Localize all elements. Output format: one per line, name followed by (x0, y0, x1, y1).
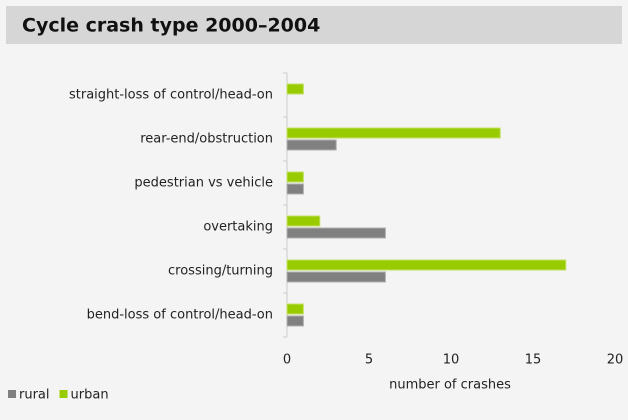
x-tick-label: 15 (525, 353, 542, 368)
bar (286, 215, 321, 227)
x-axis-label: number of crashes (389, 378, 511, 393)
y-tick-label: bend-loss of control/head-on (87, 308, 273, 323)
bar (286, 183, 304, 195)
bar (286, 83, 304, 95)
chart-title: Cycle crash type 2000–2004 (22, 15, 320, 37)
bar (286, 259, 567, 271)
bar (286, 303, 304, 315)
legend-label: rural (19, 388, 50, 403)
legend-swatch (8, 390, 16, 398)
x-tick-label: 5 (365, 353, 373, 368)
y-tick-label: pedestrian vs vehicle (134, 176, 273, 191)
y-tick-label: crossing/turning (168, 264, 273, 279)
bar (286, 227, 386, 239)
bar (286, 171, 304, 183)
bar (286, 271, 386, 283)
x-tick-label: 20 (607, 353, 624, 368)
x-tick-label: 10 (443, 353, 460, 368)
legend-label: urban (71, 388, 109, 403)
y-tick-label: overtaking (203, 220, 273, 235)
y-tick-label: straight-loss of control/head-on (69, 88, 273, 103)
bar (286, 127, 501, 139)
title-band (6, 6, 622, 44)
bar (286, 139, 337, 151)
legend-swatch (59, 390, 68, 398)
y-tick-label: rear-end/obstruction (140, 132, 273, 147)
bar (286, 315, 304, 327)
x-tick-label: 0 (283, 353, 291, 368)
